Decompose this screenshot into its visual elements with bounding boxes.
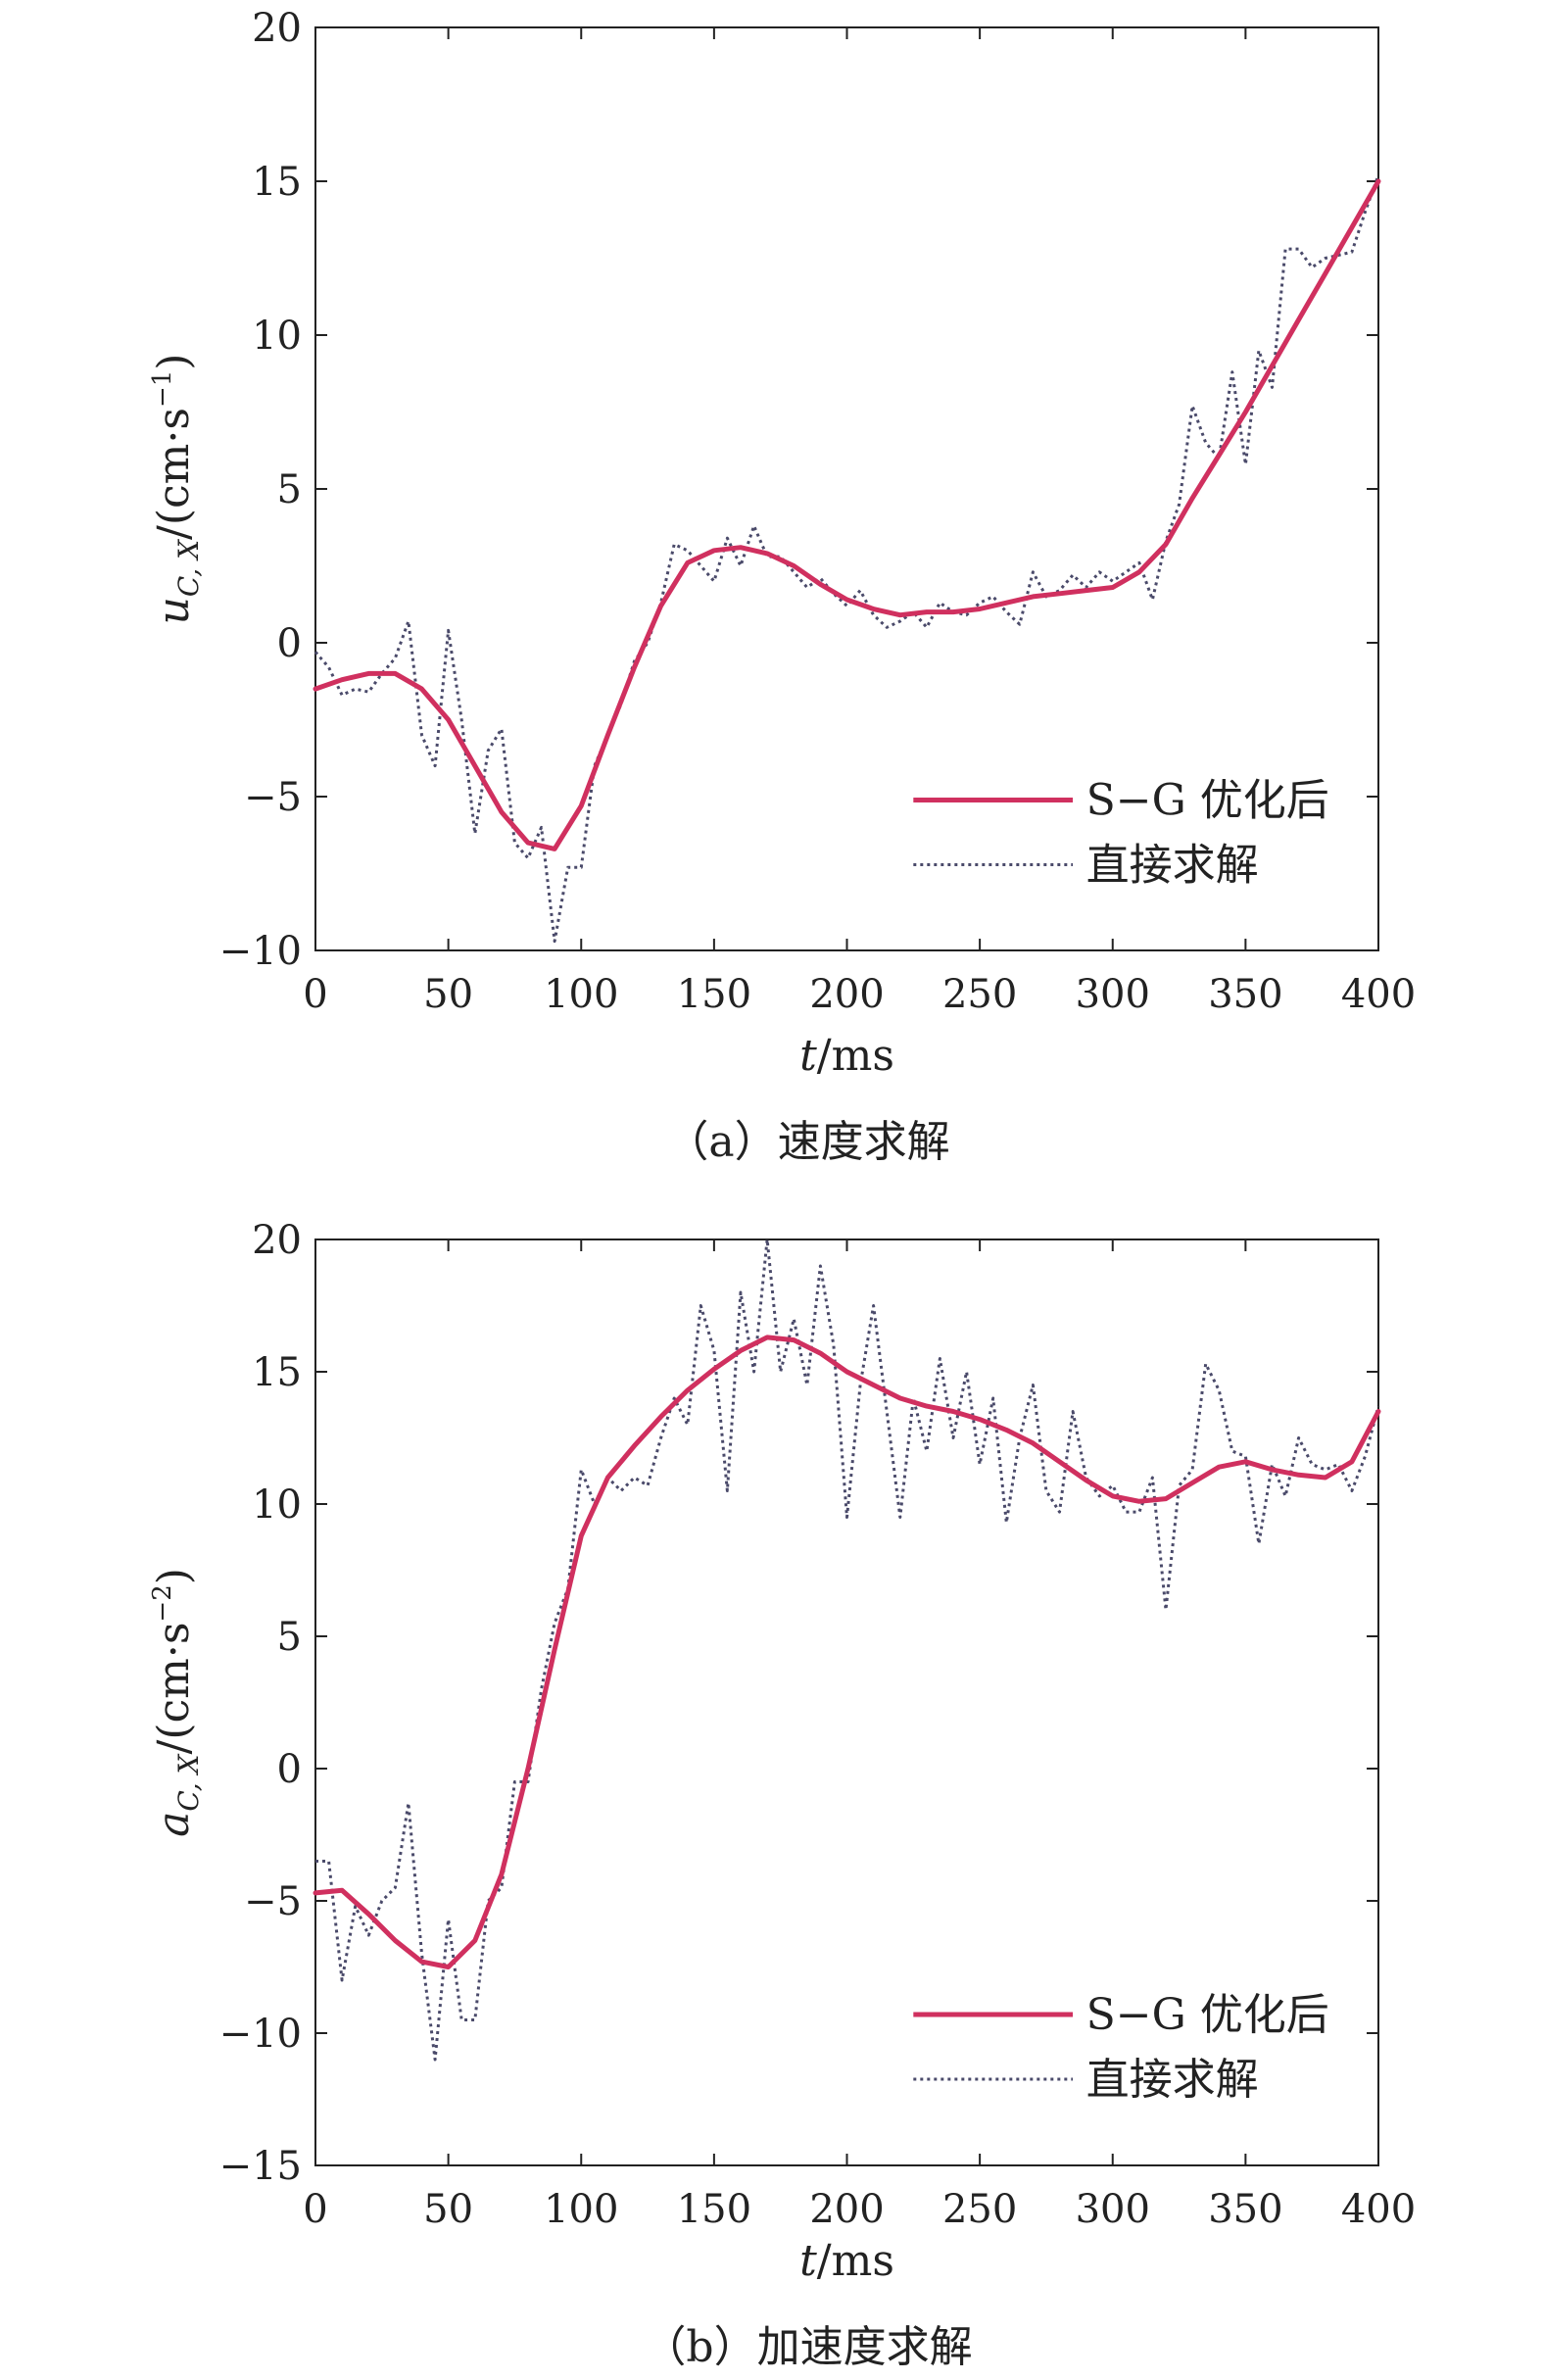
x-tick-label: 200 — [809, 972, 884, 1017]
x-tick-label: 100 — [544, 2187, 618, 2232]
legend-label-sg: S−G 优化后 — [1086, 1990, 1329, 2040]
x-tick-label: 50 — [423, 2187, 473, 2232]
series-line-direct-solution — [315, 1238, 1380, 2062]
y-axis-label-subscript: C, X — [172, 1753, 205, 1811]
series-line-direct-solution — [313, 174, 1380, 944]
y-tick-label: 0 — [277, 621, 302, 666]
x-tick-label: 200 — [809, 2187, 884, 2232]
y-axis-label: aC, X/(cm·s−2) — [148, 1568, 205, 1837]
y-tick-label: 15 — [252, 160, 302, 205]
x-tick-label: 300 — [1076, 2187, 1150, 2232]
y-tick-label: 20 — [252, 6, 302, 51]
y-axis-label-exponent: −2 — [148, 1584, 177, 1622]
panel-caption: （b）加速度求解 — [643, 2322, 972, 2372]
y-tick-label: −15 — [219, 2144, 302, 2189]
x-tick-label: 0 — [303, 2187, 327, 2232]
y-axis-label-unit: /(cm·s — [149, 408, 199, 540]
legend-label-direct: 直接求解 — [1086, 840, 1259, 890]
x-axis-label: t/ms — [799, 1031, 894, 1081]
chart-panel-a: 0 50 100 150 200 250 300 350 400 −10 −5 0 5 10 15 20 t/m… — [148, 6, 1416, 1167]
y-axis-label-symbol: u — [149, 597, 199, 624]
x-axis-label-unit: /ms — [817, 1031, 894, 1081]
x-axis-label-symbol: t — [799, 2236, 817, 2286]
y-tick-label: 5 — [277, 1615, 302, 1660]
series-line-sg-smoothed — [313, 178, 1381, 851]
y-axis-label-close: ) — [149, 354, 199, 370]
x-tick-label: 50 — [423, 972, 473, 1017]
y-axis-label-exponent: −1 — [148, 370, 177, 408]
x-axis-label-unit: /ms — [817, 2236, 894, 2286]
y-tick-label: 15 — [252, 1350, 302, 1395]
x-tick-label: 250 — [942, 2187, 1017, 2232]
y-axis-label-subscript: C, X — [172, 539, 205, 597]
y-axis-label-unit: /(cm·s — [149, 1623, 199, 1755]
x-axis-label: t/ms — [799, 2236, 894, 2286]
legend-label-sg: S−G 优化后 — [1086, 775, 1329, 825]
x-tick-label: 100 — [544, 972, 618, 1017]
y-tick-label: −10 — [219, 929, 302, 974]
panel-caption: （a）速度求解 — [665, 1117, 949, 1167]
x-tick-label: 150 — [677, 2187, 751, 2232]
legend-label-direct: 直接求解 — [1086, 2055, 1259, 2105]
chart-panel-b: 0 50 100 150 200 250 300 350 400 −15 −10 −5 0 5 10 15 20… — [148, 1218, 1416, 2372]
y-tick-label: 0 — [277, 1747, 302, 1792]
x-tick-label: 150 — [677, 972, 751, 1017]
y-tick-label: −5 — [244, 775, 302, 820]
x-tick-label: 400 — [1341, 2187, 1416, 2232]
y-axis-label-close: ) — [149, 1568, 199, 1584]
x-tick-label: 400 — [1341, 972, 1416, 1017]
x-axis-label-symbol: t — [799, 1031, 817, 1081]
x-tick-label: 350 — [1208, 2187, 1282, 2232]
x-tick-label: 300 — [1076, 972, 1150, 1017]
y-tick-label: 5 — [277, 467, 302, 512]
x-tick-label: 250 — [942, 972, 1017, 1017]
y-tick-label: 20 — [252, 1218, 302, 1263]
y-tick-label: −5 — [244, 1879, 302, 1924]
y-axis-label: uC, X/(cm·s−1) — [148, 354, 205, 625]
y-tick-label: 10 — [252, 1482, 302, 1528]
x-tick-label: 350 — [1208, 972, 1282, 1017]
x-tick-label: 0 — [303, 972, 327, 1017]
y-tick-label: −10 — [219, 2012, 302, 2057]
series-line-sg-smoothed — [313, 1335, 1381, 1969]
y-tick-label: 10 — [252, 314, 302, 359]
y-axis-label-symbol: a — [149, 1812, 199, 1837]
